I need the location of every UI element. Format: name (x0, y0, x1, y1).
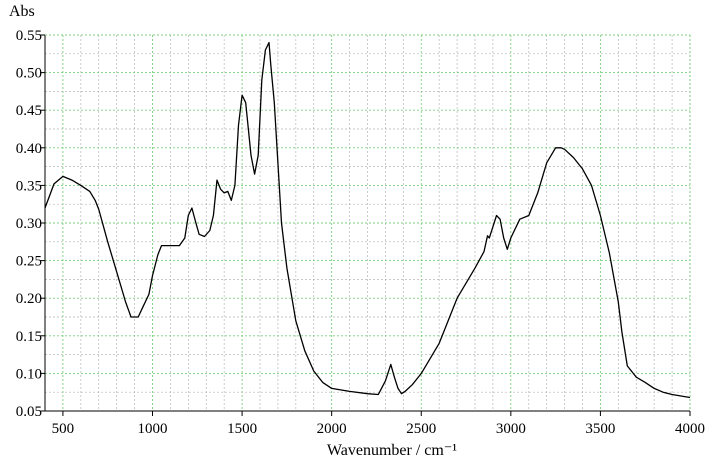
axis-ticks (40, 34, 691, 416)
x-tick-label: 2500 (406, 421, 436, 437)
x-tick-label: 3500 (585, 421, 615, 437)
x-tick-label: 2000 (317, 421, 347, 437)
x-tick-label: 1500 (227, 421, 257, 437)
y-axis-label: Abs (9, 3, 35, 20)
y-tick-label: 0.30 (16, 216, 42, 232)
x-tick-label: 500 (52, 421, 75, 437)
x-axis-label: Wavenumber / cm⁻¹ (327, 442, 457, 459)
y-tick-label: 0.45 (16, 103, 42, 119)
series-layer (44, 41, 691, 399)
y-tick-labels: 0.05 0.10 0.15 0.20 0.25 0.30 0.35 0.40 0.45 0.50… (16, 28, 42, 420)
y-tick-label: 0.25 (16, 254, 42, 270)
x-tick-label: 4000 (675, 421, 705, 437)
y-tick-label: 0.35 (16, 178, 42, 194)
y-tick-label: 0.40 (16, 141, 42, 157)
y-tick-label: 0.10 (16, 366, 42, 382)
y-tick-label: 0.20 (16, 291, 42, 307)
grid-lines (45, 35, 690, 411)
y-tick-label: 0.05 (16, 404, 42, 420)
y-tick-label: 0.55 (16, 28, 42, 44)
spectrum-line (44, 41, 691, 399)
y-tick-label: 0.50 (16, 66, 42, 82)
x-tick-label: 1000 (138, 421, 168, 437)
y-tick-label: 0.15 (16, 329, 42, 345)
x-tick-label: 3000 (496, 421, 526, 437)
x-tick-labels: 500 1000 1500 2000 2500 3000 3500 4000 (52, 421, 705, 437)
